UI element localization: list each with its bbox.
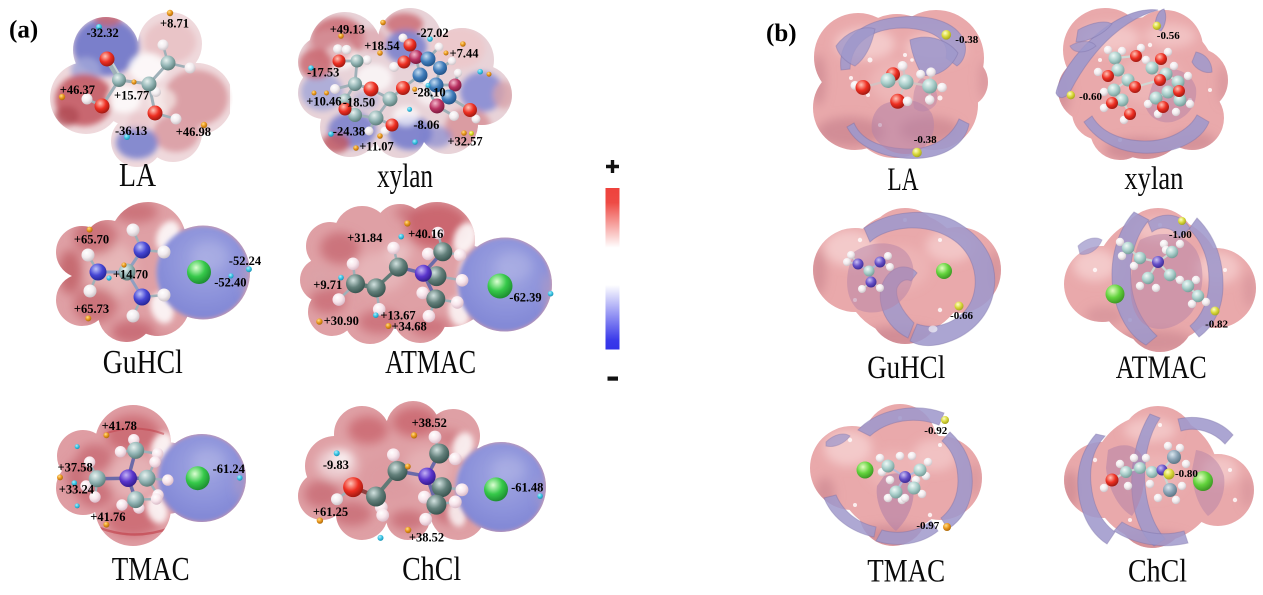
svg-text:+30.90: +30.90 xyxy=(324,314,359,328)
svg-text:-18.50: -18.50 xyxy=(343,96,375,110)
svg-text:+38.52: +38.52 xyxy=(409,531,444,545)
svg-text:+46.98: +46.98 xyxy=(176,125,211,139)
svg-text:+32.57: +32.57 xyxy=(447,134,482,148)
svg-text:+41.76: +41.76 xyxy=(90,510,125,524)
svg-text:-0.82: -0.82 xyxy=(1205,319,1228,331)
svg-text:-17.53: -17.53 xyxy=(307,65,339,79)
svg-text:+34.68: +34.68 xyxy=(392,320,427,334)
svg-text:+65.73: +65.73 xyxy=(74,302,109,316)
svg-text:+10.46: +10.46 xyxy=(306,94,341,108)
svg-text:LA: LA xyxy=(119,157,156,194)
svg-text:+9.71: +9.71 xyxy=(313,278,342,292)
svg-text:-0.66: -0.66 xyxy=(950,310,973,322)
svg-text:+13.67: +13.67 xyxy=(380,309,415,323)
svg-text:-27.02: -27.02 xyxy=(416,26,448,40)
svg-text:ChCl: ChCl xyxy=(1128,554,1187,590)
svg-text:-0.38: -0.38 xyxy=(955,34,978,46)
svg-text:+8.71: +8.71 xyxy=(160,17,189,31)
svg-text:-8.06: -8.06 xyxy=(413,118,439,132)
svg-text:+41.78: +41.78 xyxy=(102,419,137,433)
svg-text:-61.48: -61.48 xyxy=(511,481,543,495)
svg-text:-9.83: -9.83 xyxy=(323,458,349,472)
svg-text:(b): (b) xyxy=(766,20,797,47)
svg-text:-28.10: -28.10 xyxy=(413,86,445,100)
svg-text:xylan: xylan xyxy=(1124,161,1183,197)
svg-text:+11.07: +11.07 xyxy=(359,140,394,154)
svg-text:(a): (a) xyxy=(9,17,38,44)
svg-text:+14.70: +14.70 xyxy=(113,268,148,282)
svg-text:-62.39: -62.39 xyxy=(509,291,541,305)
svg-text:+46.37: +46.37 xyxy=(60,83,95,97)
svg-text:-0.97: -0.97 xyxy=(916,520,939,532)
svg-text:-52.24: -52.24 xyxy=(229,254,262,268)
svg-text:+49.13: +49.13 xyxy=(330,23,365,37)
svg-text:+31.84: +31.84 xyxy=(347,231,383,245)
svg-text:-0.80: -0.80 xyxy=(1175,468,1198,480)
svg-text:+7.44: +7.44 xyxy=(450,46,480,60)
svg-text:-61.24: -61.24 xyxy=(213,462,246,476)
svg-text:-0.60: -0.60 xyxy=(1079,91,1102,103)
svg-text:+15.77: +15.77 xyxy=(114,89,149,103)
svg-text:-36.13: -36.13 xyxy=(115,124,147,138)
svg-text:LA: LA xyxy=(888,162,919,198)
svg-text:ChCl: ChCl xyxy=(402,551,461,588)
svg-text:+40.16: +40.16 xyxy=(408,227,443,241)
svg-text:GuHCl: GuHCl xyxy=(867,350,945,386)
svg-text:-32.32: -32.32 xyxy=(87,26,119,40)
svg-text:ATMAC: ATMAC xyxy=(1116,350,1207,386)
svg-text:+38.52: +38.52 xyxy=(412,416,447,430)
svg-text:-1.00: -1.00 xyxy=(1169,229,1192,241)
svg-text:+61.25: +61.25 xyxy=(313,505,348,519)
svg-text:+18.54: +18.54 xyxy=(364,39,400,53)
svg-text:-0.92: -0.92 xyxy=(924,425,947,437)
svg-text:TMAC: TMAC xyxy=(112,551,190,588)
svg-text:-0.56: -0.56 xyxy=(1157,30,1180,42)
svg-text:-24.38: -24.38 xyxy=(333,125,365,139)
svg-text:-52.40: -52.40 xyxy=(214,276,246,290)
svg-text:-0.38: -0.38 xyxy=(914,134,937,146)
svg-text:ATMAC: ATMAC xyxy=(385,344,476,381)
svg-text:TMAC: TMAC xyxy=(867,554,945,590)
svg-text:GuHCl: GuHCl xyxy=(103,344,183,381)
svg-text:+37.58: +37.58 xyxy=(58,461,93,475)
svg-text:xylan: xylan xyxy=(377,158,433,195)
svg-text:+33.24: +33.24 xyxy=(59,483,95,497)
svg-text:+65.70: +65.70 xyxy=(74,233,109,247)
